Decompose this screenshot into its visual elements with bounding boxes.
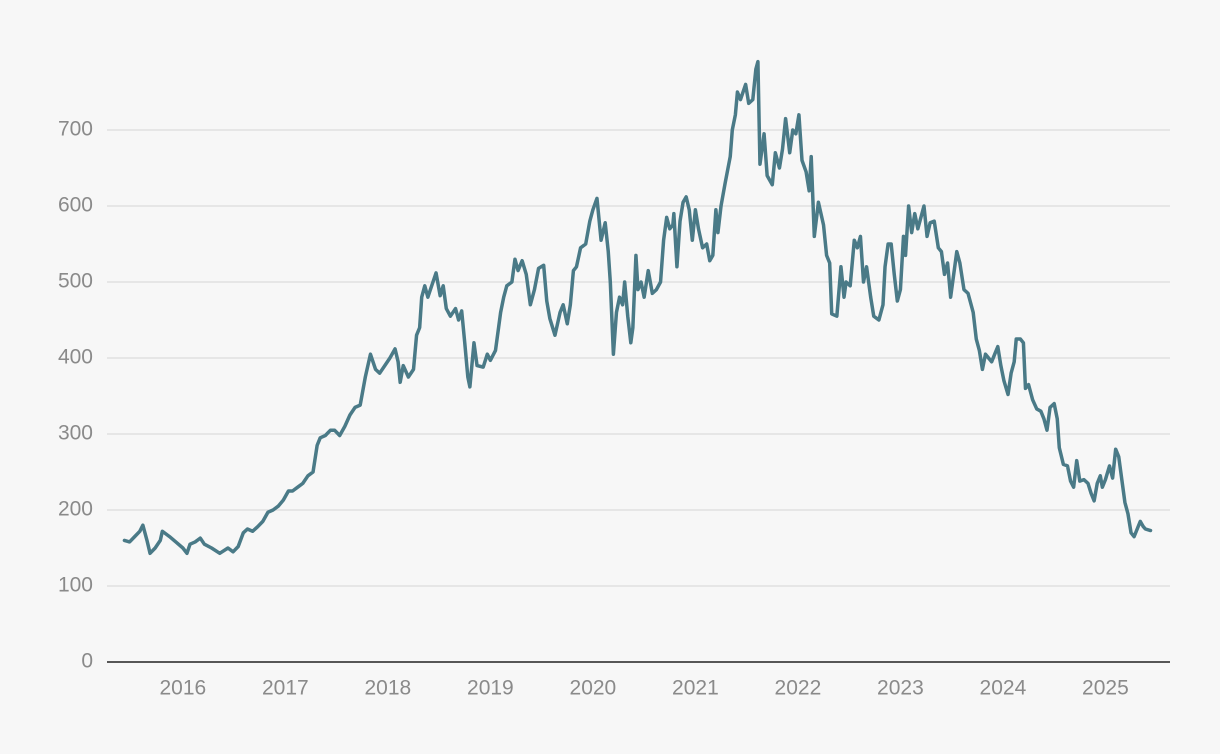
y-tick-label: 500 [58, 270, 93, 293]
x-tick-label: 2023 [877, 677, 924, 700]
y-tick-label: 0 [81, 650, 93, 673]
x-tick-label: 2018 [365, 677, 412, 700]
x-tick-label: 2019 [467, 677, 514, 700]
x-tick-label: 2025 [1082, 677, 1129, 700]
x-tick-label: 2024 [980, 677, 1027, 700]
x-tick-label: 2021 [672, 677, 719, 700]
x-tick-label: 2017 [262, 677, 309, 700]
y-tick-label: 400 [58, 346, 93, 369]
y-tick-label: 700 [58, 118, 93, 141]
x-tick-label: 2016 [159, 677, 206, 700]
x-tick-label: 2020 [570, 677, 617, 700]
x-tick-label: 2022 [775, 677, 822, 700]
price-line [122, 59, 1153, 556]
y-tick-label: 200 [58, 498, 93, 521]
y-tick-label: 100 [58, 574, 93, 597]
y-tick-label: 300 [58, 422, 93, 445]
y-tick-label: 600 [58, 194, 93, 217]
